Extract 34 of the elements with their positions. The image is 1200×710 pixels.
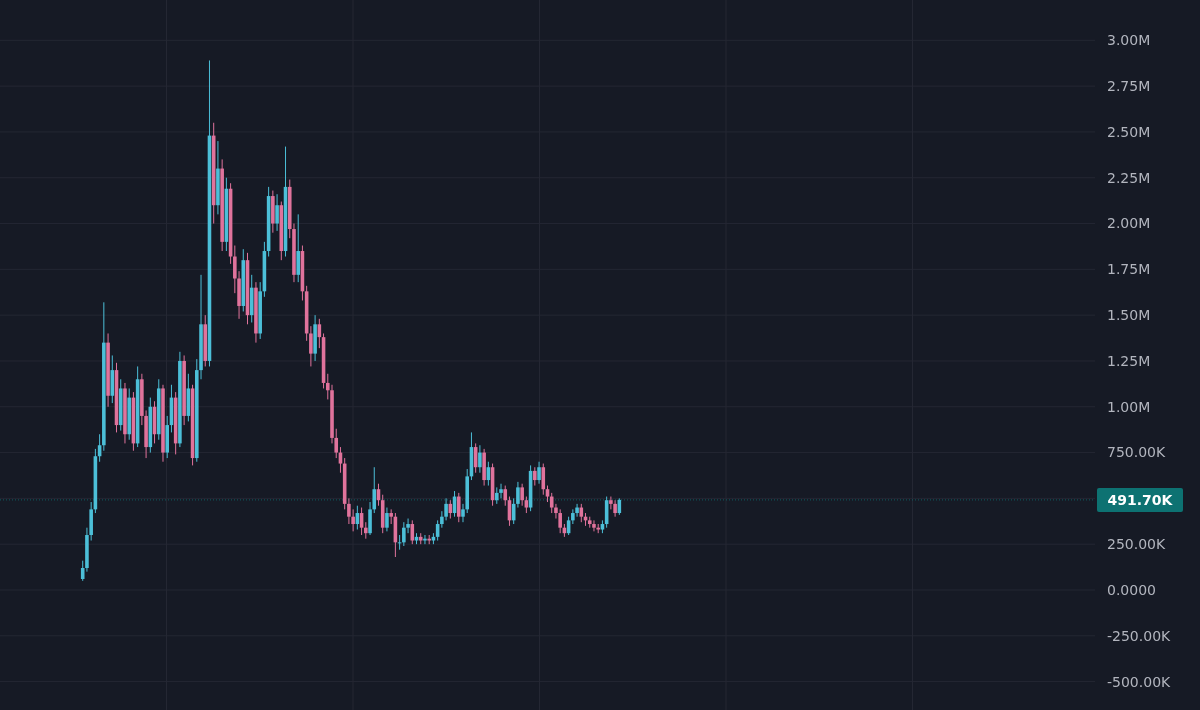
y-tick-label: 2.25M <box>1107 169 1151 186</box>
y-tick-label: 1.75M <box>1107 261 1151 278</box>
candlestick <box>309 325 313 367</box>
y-tick-label: 2.00M <box>1107 215 1151 232</box>
candlestick <box>558 508 562 534</box>
candlestick <box>478 444 482 474</box>
y-tick-label: -250.00K <box>1107 627 1172 644</box>
candlestick <box>402 521 406 547</box>
y-tick-label: 3.00M <box>1107 32 1151 49</box>
y-tick-label: 1.50M <box>1107 307 1151 324</box>
candlestick <box>516 481 520 509</box>
ref-line-label: 491.70K <box>1107 491 1174 508</box>
candlestick <box>296 213 300 283</box>
candlestick <box>592 519 596 532</box>
candlestick <box>520 483 524 507</box>
y-tick-label: 1.25M <box>1107 352 1151 369</box>
candlestick <box>571 508 575 525</box>
candlestick <box>541 463 546 496</box>
y-tick-label: 0.0000 <box>1107 581 1156 598</box>
candlestick <box>499 483 503 499</box>
candlestick <box>537 461 541 485</box>
y-tick-label: 1.00M <box>1107 398 1151 415</box>
y-tick-label: -500.00K <box>1107 673 1172 690</box>
candlestick <box>423 534 427 545</box>
candlestick <box>385 507 389 532</box>
y-tick-label: 2.75M <box>1107 78 1151 95</box>
y-tick-label: 750.00K <box>1107 444 1166 461</box>
y-tick-label: 2.50M <box>1107 123 1151 140</box>
candlestick <box>533 466 537 487</box>
candlestick <box>503 485 508 507</box>
candlestick <box>456 492 461 523</box>
candlestick <box>275 193 279 232</box>
y-tick-label: 250.00K <box>1107 536 1166 553</box>
candlestick <box>613 499 617 518</box>
